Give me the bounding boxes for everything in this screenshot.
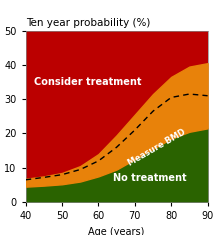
Text: Consider treatment: Consider treatment	[34, 77, 141, 87]
X-axis label: Age (years): Age (years)	[88, 227, 145, 235]
Text: Measure BMD: Measure BMD	[126, 127, 187, 167]
Text: No treatment: No treatment	[113, 173, 186, 183]
Text: Ten year probability (%): Ten year probability (%)	[26, 18, 150, 28]
